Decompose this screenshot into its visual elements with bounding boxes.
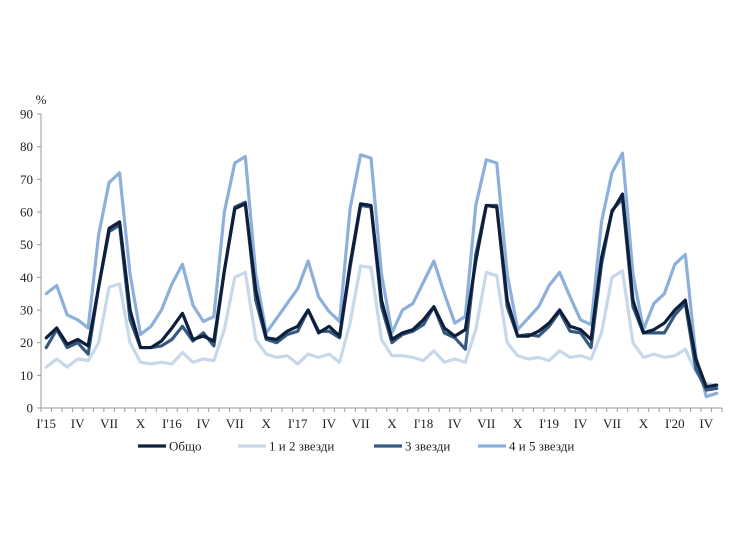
x-tick-label: IV [71,416,85,431]
series-line-1 [44,264,719,387]
y-tick-label: 50 [20,237,33,252]
y-tick-label: 20 [20,335,33,350]
x-tick-label: IV [699,416,713,431]
y-tick-label: 30 [20,303,33,318]
y-tick-label: 80 [20,139,33,154]
y-tick-label: 90 [20,107,33,122]
x-tick-label: VII [477,416,495,431]
x-tick-label: IV [197,416,211,431]
x-tick-label: IV [322,416,336,431]
x-tick-label: IV [574,416,588,431]
x-tick-label: X [136,416,146,431]
series-layer [44,151,719,399]
series-line-3 [44,151,719,399]
legend-label-2: 3 звезди [405,439,450,454]
series-line-0 [44,192,719,389]
x-tick-label: I'16 [162,416,182,431]
y-axis-unit-label: % [36,92,47,107]
y-axis: 0 10 20 30 40 50 60 70 80 90 [20,107,42,416]
x-tick-label: VII [100,416,118,431]
x-tick-label: X [262,416,272,431]
x-tick-label: I'20 [665,416,685,431]
x-tick-label: X [387,416,397,431]
x-tick-label: X [513,416,523,431]
y-tick-label: 10 [20,368,33,383]
legend: Общо 1 и 2 звезди 3 звезди 4 и 5 звезди [138,439,574,454]
x-tick-label: VII [603,416,621,431]
y-tick-label: 0 [27,401,34,416]
legend-label-1: 1 и 2 звезди [269,439,334,454]
x-tick-label: I'18 [414,416,434,431]
legend-label-3: 4 и 5 звезди [509,439,574,454]
x-tick-label: I'15 [36,416,56,431]
x-tick-label: I'17 [288,416,308,431]
x-axis: I'15 IV VII X I'16 IV VII X I'17 IV VII X I'18 IV VII X… [36,407,723,431]
x-tick-label: VII [226,416,244,431]
y-tick-label: 40 [20,270,33,285]
y-tick-label: 70 [20,172,33,187]
x-tick-label: I'19 [539,416,559,431]
legend-label-0: Общо [169,439,202,454]
y-tick-label: 60 [20,205,33,220]
x-tick-label: X [639,416,649,431]
x-tick-label: VII [352,416,370,431]
x-tick-label: IV [448,416,462,431]
